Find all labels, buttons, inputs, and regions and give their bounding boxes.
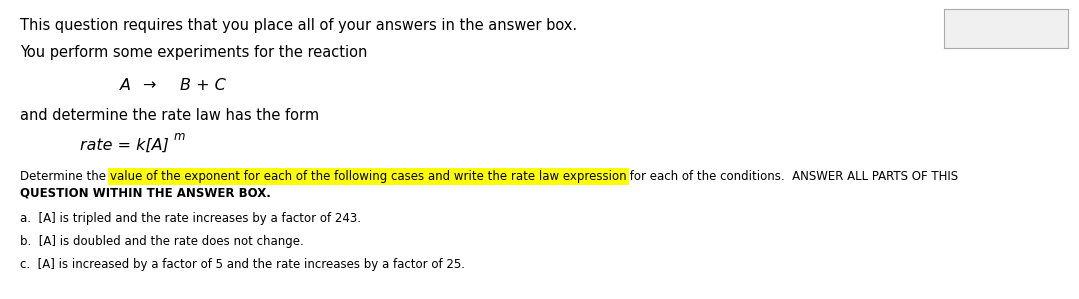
Text: b.  [A] is doubled and the rate does not change.: b. [A] is doubled and the rate does not … — [21, 235, 304, 248]
Text: Determine the: Determine the — [21, 170, 110, 183]
Text: and determine the rate law has the form: and determine the rate law has the form — [21, 108, 319, 123]
Text: m: m — [174, 130, 186, 143]
Text: for each of the conditions.  ANSWER ALL PARTS OF THIS: for each of the conditions. ANSWER ALL P… — [627, 170, 958, 183]
Text: value of the exponent for each of the following cases and write the rate law exp: value of the exponent for each of the fo… — [110, 170, 627, 183]
Text: This question requires that you place all of your answers in the answer box.: This question requires that you place al… — [21, 18, 577, 33]
Text: →: → — [142, 78, 155, 93]
Text: B + C: B + C — [180, 78, 226, 93]
Text: You perform some experiments for the reaction: You perform some experiments for the rea… — [21, 45, 367, 60]
Text: a.  [A] is tripled and the rate increases by a factor of 243.: a. [A] is tripled and the rate increases… — [21, 212, 361, 225]
Text: A: A — [120, 78, 131, 93]
Text: QUESTION WITHIN THE ANSWER BOX.: QUESTION WITHIN THE ANSWER BOX. — [21, 186, 271, 199]
Text: rate = k[A]: rate = k[A] — [80, 138, 169, 153]
Text: c.  [A] is increased by a factor of 5 and the rate increases by a factor of 25.: c. [A] is increased by a factor of 5 and… — [21, 258, 465, 271]
